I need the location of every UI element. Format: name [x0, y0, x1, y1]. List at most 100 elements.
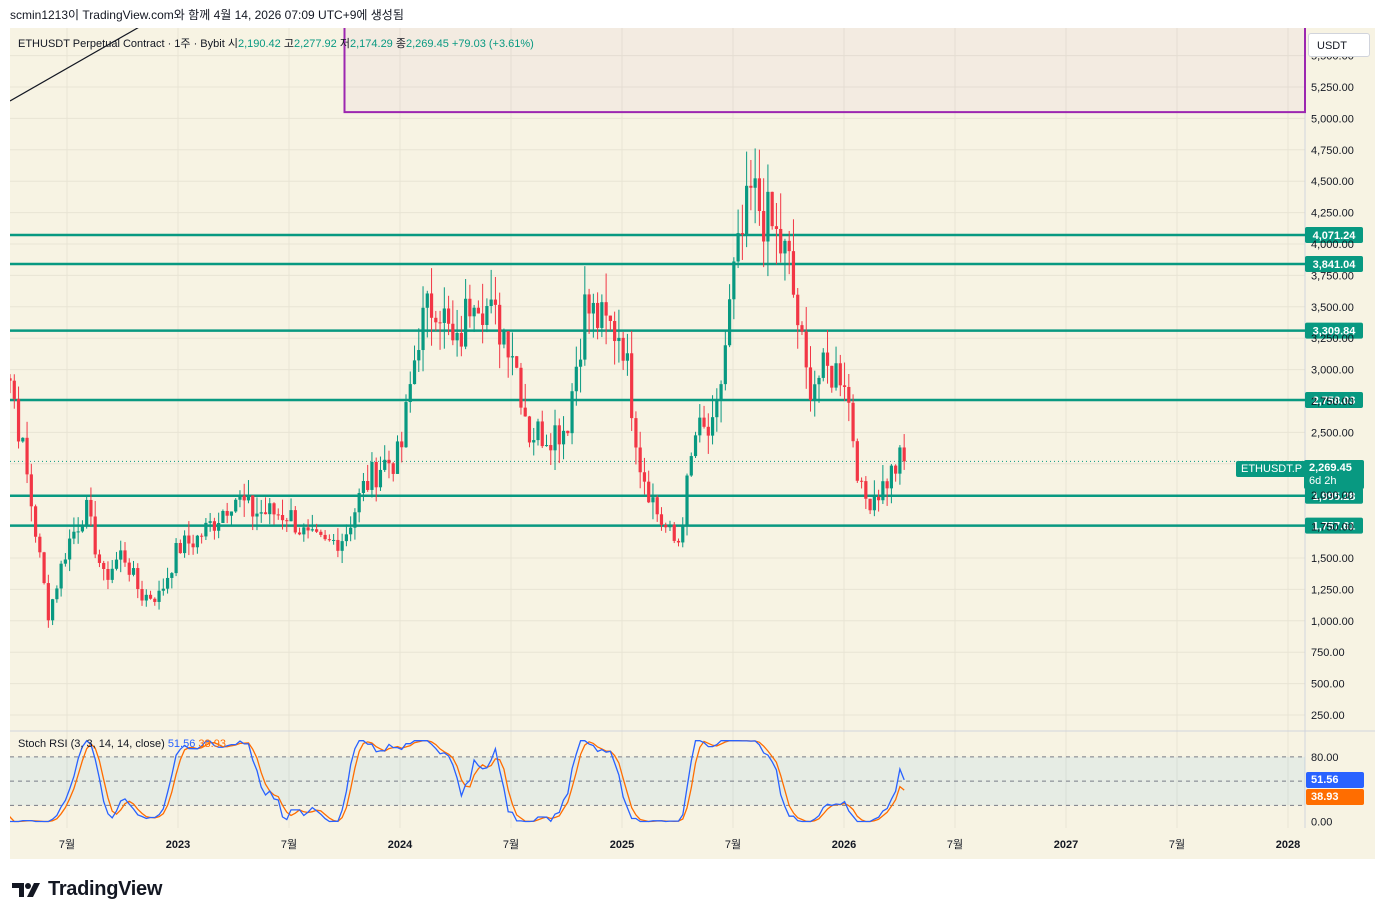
tradingview-logo[interactable]: TradingView: [12, 878, 162, 901]
stoch-rsi-pane: 80.00 0.00: [10, 739, 1339, 829]
stoch-legend: Stoch RSI (3, 3, 14, 14, close) 51.56 38…: [18, 738, 226, 750]
candle-body: [97, 554, 102, 563]
candle-body: [634, 418, 638, 448]
candle-body: [417, 350, 421, 361]
price-tick-label: 4,000.00: [1311, 239, 1354, 251]
candle-body: [395, 441, 400, 474]
candle-body: [847, 386, 851, 403]
time-axis: 7월 2023 7월 2024 7월 2025 7월 2026 7월 2027 7월 2028: [59, 838, 1300, 851]
open-label: 시: [227, 38, 238, 50]
candle-body: [664, 524, 668, 528]
candle-body: [830, 365, 834, 388]
candle-body: [451, 323, 455, 341]
candle-body: [642, 472, 647, 482]
time-tick-label: 7월: [947, 838, 963, 851]
candle-body: [153, 598, 157, 602]
candle-body: [727, 299, 732, 346]
candle-body: [468, 298, 472, 317]
time-axis-bg: [10, 828, 1375, 859]
candle-body: [123, 550, 127, 563]
candle-body: [25, 437, 29, 475]
candle-body: [280, 515, 285, 521]
candle-body: [732, 261, 736, 300]
stoch-tick-label: 80.00: [1311, 752, 1339, 764]
candle-body: [519, 367, 523, 408]
candle-body: [425, 293, 429, 308]
candle-body: [676, 540, 681, 543]
candle-body: [33, 506, 38, 537]
chart-frame[interactable]: 4,071.24 3,841.04 3,309.84 2,758.03 1,995.28…: [10, 28, 1375, 859]
candle-body: [212, 521, 217, 531]
candle-body: [851, 402, 855, 442]
time-tick-label: 2027: [1054, 839, 1078, 851]
candle-body: [902, 447, 906, 462]
candle-body: [42, 552, 46, 584]
candle-body: [898, 447, 902, 474]
candle-body: [740, 233, 744, 235]
candle-body: [306, 527, 310, 531]
candle-body: [885, 481, 889, 489]
level-tag-bg: [1305, 322, 1363, 339]
candle-body: [842, 385, 847, 387]
price-axis: 250.00 500.00 750.00 1,000.00 1,250.00 1,500.…: [1311, 51, 1354, 722]
candle-body: [106, 569, 110, 580]
candle-body: [638, 447, 642, 473]
candle-body: [889, 465, 893, 489]
candle-body: [259, 512, 263, 514]
candle-body: [813, 384, 817, 401]
change-value: +79.03 (+3.61%): [451, 38, 534, 50]
price-tick-label: 1,250.00: [1311, 584, 1354, 596]
candle-body: [80, 526, 85, 532]
candle-body: [446, 308, 451, 324]
candle-body: [715, 400, 719, 418]
candle-body: [340, 541, 344, 551]
price-tick-label: 4,250.00: [1311, 208, 1354, 220]
candle-body: [834, 363, 838, 388]
candle-body: [221, 510, 225, 524]
price-tick-label: 1,000.00: [1311, 616, 1354, 628]
candle-body: [255, 513, 259, 517]
candle-body: [574, 366, 578, 392]
candle-body: [429, 293, 434, 318]
time-tick-label: 7월: [281, 838, 297, 851]
candle-body: [387, 459, 391, 464]
candle-body: [557, 425, 561, 445]
candle-body: [89, 499, 93, 517]
candle-body: [148, 594, 153, 599]
candle-body: [702, 417, 706, 427]
candle-body: [238, 495, 242, 500]
candle-body: [762, 211, 766, 242]
symbol-name: ETHUSDT Perpetual Contract · 1주 · Bybit: [18, 38, 225, 50]
candle-body: [55, 588, 59, 600]
stoch-k-line: [10, 739, 905, 823]
price-tick-label: 3,500.00: [1311, 302, 1354, 314]
candle-body: [693, 435, 698, 457]
candle-body: [770, 191, 774, 227]
candle-body: [817, 377, 821, 385]
currency-button[interactable]: USDT: [1308, 33, 1370, 57]
candle-body: [276, 514, 280, 516]
candle-body: [617, 337, 621, 342]
level-tag-bg: [1305, 391, 1363, 408]
zone-rectangle: [343, 28, 1306, 114]
level-tag-label: 1,757.61: [1313, 521, 1356, 533]
level-tag-label: 1,995.28: [1313, 491, 1356, 503]
chart-canvas[interactable]: 4,071.24 3,841.04 3,309.84 2,758.03 1,995.28…: [10, 28, 1375, 859]
high-value: 2,277.92: [293, 38, 337, 50]
stoch-k-tag: 51.56: [1306, 772, 1364, 788]
candle-body: [29, 474, 33, 507]
candle-body: [710, 417, 715, 436]
candle-body: [689, 456, 693, 476]
stoch-d-tag: 38.93: [1306, 789, 1364, 805]
close-value: 2,269.45: [406, 38, 449, 50]
candle-body: [110, 568, 114, 580]
last-price: 2,269.45: [1309, 462, 1352, 474]
candle-body: [523, 407, 527, 417]
candle-body: [604, 302, 608, 316]
price-tick-label: 750.00: [1311, 647, 1345, 659]
candle-body: [191, 543, 195, 548]
candle-body: [136, 568, 140, 590]
candle-body: [578, 359, 583, 367]
candle-body: [583, 294, 587, 360]
candle-body: [127, 562, 131, 575]
